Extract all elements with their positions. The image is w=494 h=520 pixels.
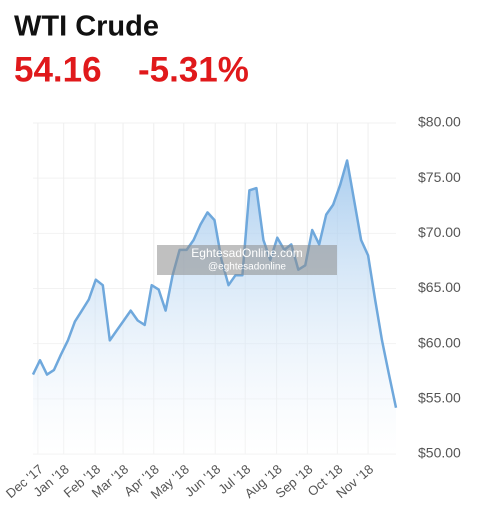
line (31, 159, 398, 408)
y-tick-label: $75.00 (418, 169, 461, 185)
y-tick-label: $80.00 (418, 114, 461, 130)
y-tick-label: $60.00 (418, 334, 461, 350)
price: 54.16 (14, 50, 102, 89)
area (33, 160, 396, 454)
watermark-box (157, 245, 337, 275)
y-tick-label: $65.00 (418, 279, 461, 295)
y-tick-label: $55.00 (418, 390, 461, 406)
watermark-handle: @eghtesadonline (208, 262, 286, 273)
plot: $50.00 $55.00 $60.00 $65.00 $70.00 $75.00 $80.… (3, 114, 461, 502)
y-tick-label: $50.00 (418, 445, 461, 461)
y-tick-label: $70.00 (418, 224, 461, 240)
title: WTI Crude (14, 11, 159, 43)
x-tick-label: Jun '18 (182, 461, 223, 499)
watermark-site: EghtesadOnline.com (191, 246, 302, 260)
change: -5.31% (138, 50, 249, 89)
